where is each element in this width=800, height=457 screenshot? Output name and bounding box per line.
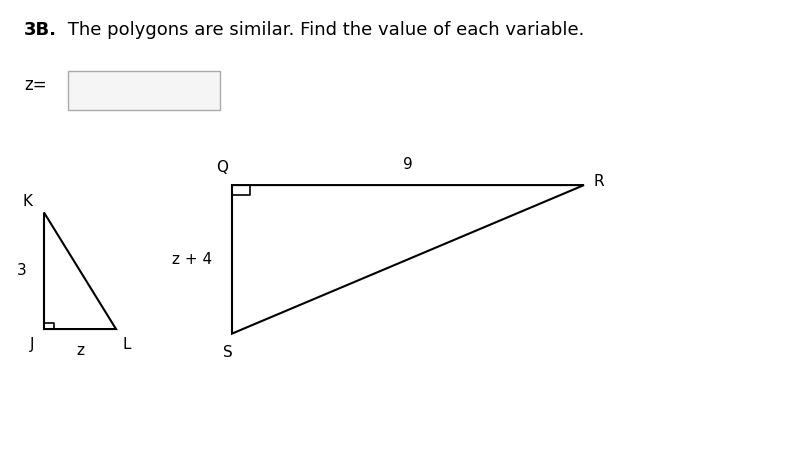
Text: Q: Q xyxy=(216,160,229,175)
Text: 9: 9 xyxy=(403,157,413,172)
Text: z=: z= xyxy=(24,75,46,94)
Text: The polygons are similar. Find the value of each variable.: The polygons are similar. Find the value… xyxy=(62,21,585,38)
Text: z + 4: z + 4 xyxy=(172,252,212,267)
Text: z: z xyxy=(76,343,84,358)
Text: R: R xyxy=(594,174,604,189)
Text: 3B.: 3B. xyxy=(24,21,57,38)
Text: K: K xyxy=(22,194,32,209)
Text: L: L xyxy=(122,337,131,352)
Text: J: J xyxy=(30,337,34,352)
Text: S: S xyxy=(223,345,233,360)
Bar xyxy=(68,71,220,110)
Text: 3: 3 xyxy=(17,263,26,278)
